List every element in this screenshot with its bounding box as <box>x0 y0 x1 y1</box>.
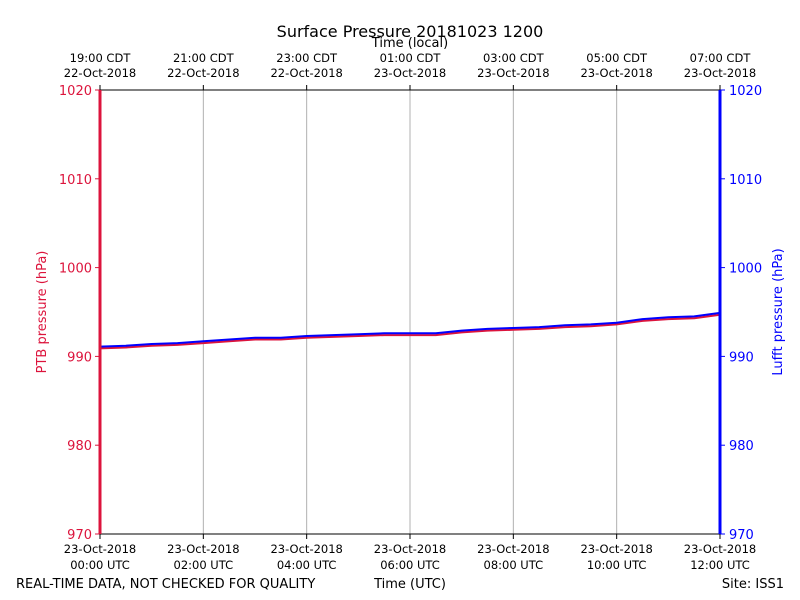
bottom-x-tick-date: 23-Oct-2018 <box>270 542 342 556</box>
bottom-x-tick-time: 10:00 UTC <box>587 558 647 572</box>
left-y-tick-label: 1000 <box>59 262 92 277</box>
top-axis-title: Time (local) <box>371 36 448 51</box>
axis-ticks: 970 970 980 980 990 990 1000 1000 1010 1010 1020 10… <box>59 51 762 572</box>
right-y-tick-label: 980 <box>729 439 754 454</box>
top-x-tick-time: 01:00 CDT <box>380 51 442 65</box>
bottom-axis-title: Time (UTC) <box>373 577 446 592</box>
top-x-tick-time: 23:00 CDT <box>276 51 338 65</box>
top-x-tick-date: 22-Oct-2018 <box>167 66 239 80</box>
left-y-tick-label: 1010 <box>59 173 92 188</box>
right-y-tick-label: 970 <box>729 528 754 543</box>
right-y-tick-label: 1010 <box>729 173 762 188</box>
bottom-x-tick-date: 23-Oct-2018 <box>167 542 239 556</box>
right-y-tick-label: 1020 <box>729 84 762 99</box>
right-y-axis-label: Lufft pressure (hPa) <box>771 248 786 375</box>
bottom-x-tick-time: 08:00 UTC <box>484 558 544 572</box>
left-y-tick-label: 990 <box>67 350 92 365</box>
bottom-x-tick-time: 12:00 UTC <box>690 558 750 572</box>
bottom-x-tick-time: 06:00 UTC <box>380 558 440 572</box>
left-y-tick-label: 980 <box>67 439 92 454</box>
bottom-x-tick-time: 04:00 UTC <box>277 558 337 572</box>
top-x-tick-time: 03:00 CDT <box>483 51 545 65</box>
top-x-tick-date: 23-Oct-2018 <box>477 66 549 80</box>
bottom-x-tick-date: 23-Oct-2018 <box>580 542 652 556</box>
top-x-tick-date: 23-Oct-2018 <box>374 66 446 80</box>
right-y-tick-label: 1000 <box>729 262 762 277</box>
top-x-tick-date: 22-Oct-2018 <box>270 66 342 80</box>
right-y-tick-label: 990 <box>729 350 754 365</box>
series-lines <box>99 311 721 350</box>
bottom-x-tick-time: 00:00 UTC <box>70 558 130 572</box>
bottom-x-tick-date: 23-Oct-2018 <box>374 542 446 556</box>
chart-title: Surface Pressure 20181023 1200 <box>277 22 544 41</box>
bottom-x-tick-date: 23-Oct-2018 <box>477 542 549 556</box>
top-x-tick-time: 19:00 CDT <box>70 51 132 65</box>
left-y-axis-label: PTB pressure (hPa) <box>35 251 50 374</box>
bottom-x-tick-date: 23-Oct-2018 <box>684 542 756 556</box>
left-y-tick-label: 970 <box>67 528 92 543</box>
site-label: Site: ISS1 <box>722 577 784 592</box>
top-x-tick-time: 07:00 CDT <box>690 51 752 65</box>
vertical-grid <box>202 90 618 534</box>
top-x-tick-date: 22-Oct-2018 <box>64 66 136 80</box>
quality-disclaimer: REAL-TIME DATA, NOT CHECKED FOR QUALITY <box>16 577 315 592</box>
bottom-x-tick-time: 02:00 UTC <box>174 558 234 572</box>
top-x-tick-date: 23-Oct-2018 <box>580 66 652 80</box>
bottom-x-tick-date: 23-Oct-2018 <box>64 542 136 556</box>
left-y-tick-label: 1020 <box>59 84 92 99</box>
series-line-lufft <box>99 311 721 348</box>
series-line-ptb <box>99 313 721 350</box>
top-x-tick-time: 05:00 CDT <box>586 51 648 65</box>
top-x-tick-time: 21:00 CDT <box>173 51 235 65</box>
top-x-tick-date: 23-Oct-2018 <box>684 66 756 80</box>
